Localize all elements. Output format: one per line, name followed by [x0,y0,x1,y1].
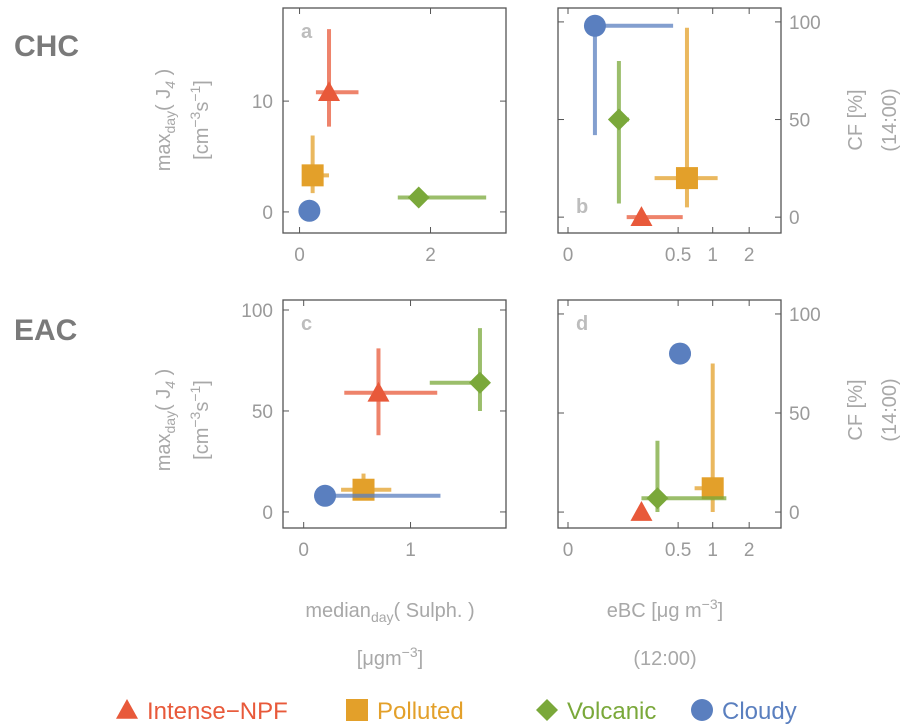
point-intense-npf [318,81,341,102]
panel-d-frame [557,299,782,529]
right-ylabel-bottom: CF [%] (14:00) [845,378,901,441]
xtick-label-d: 0.5 [665,540,691,561]
xtick-label-c: 1 [405,540,416,561]
xtick-label-a: 2 [425,245,436,266]
left-ylabel-top: maxday( J4 ) [cm−3s−1] [153,69,213,172]
svg-text:(14:00): (14:00) [879,378,901,441]
point-cloudy [314,484,337,507]
xtick-label-b: 0.5 [665,245,691,266]
point-intense-npf [367,381,390,402]
svg-text:CF [%]: CF [%] [845,379,867,440]
panel-label-c: c [301,313,312,335]
ytick-label-c: 50 [252,402,273,423]
ytick-label-d: 100 [789,305,821,326]
point-cloudy [583,14,606,37]
xtick-label-d: 1 [707,540,718,561]
legend-marker-polluted [346,699,368,721]
xlabel-left-line2: [μgm−3] [357,644,423,670]
panel-a-frame [282,7,507,234]
row-label-eac: EAC [14,314,77,347]
xtick-label-d: 2 [744,540,755,561]
ytick-label-b: 0 [789,208,800,229]
xlabel-right-line2: (12:00) [633,648,696,670]
left-ylabel-bottom: maxday( J4 ) [cm−3s−1] [153,369,213,472]
point-polluted [675,167,698,190]
ytick-label-b: 100 [789,13,821,34]
ytick-label-c: 100 [241,301,273,322]
point-polluted [701,477,724,500]
point-cloudy [298,199,321,222]
svg-text:maxday( J4 ): maxday( J4 ) [153,369,178,472]
panel-a: a 0 2 0 10 [252,8,506,266]
point-intense-npf [630,501,653,521]
ytick-label-a: 10 [252,92,273,113]
point-volcanic [407,186,430,209]
legend-label-volcanic: Volcanic [567,698,656,725]
point-volcanic [646,487,669,510]
ytick-label-d: 0 [789,503,800,524]
legend-label-polluted: Polluted [377,698,464,725]
xlabel-right-line1: eBC [μg m−3] [607,596,723,622]
svg-text:maxday( J4 ): maxday( J4 ) [153,69,178,172]
right-ylabel-top: CF [%] (14:00) [845,88,901,151]
panel-b-frame [557,7,782,234]
ytick-label-c: 0 [262,503,273,524]
legend: Intense−NPF Polluted Volcanic Cloudy [116,698,797,725]
legend-label-intense-npf: Intense−NPF [147,698,288,725]
panel-b: b 0 0.5 1 2 0 50 100 [558,8,821,266]
xtick-label-b: 1 [707,245,718,266]
svg-text:(14:00): (14:00) [879,88,901,151]
point-volcanic [607,108,630,131]
ytick-label-a: 0 [262,203,273,224]
panel-label-d: d [576,313,588,335]
panel-label-b: b [576,196,588,218]
point-polluted [301,164,324,187]
panel-c-frame [282,299,507,529]
ytick-label-d: 50 [789,404,810,425]
panel-label-a: a [301,21,313,43]
row-label-chc: CHC [14,30,79,63]
point-volcanic [468,371,491,394]
xtick-label-b: 2 [744,245,755,266]
xtick-label-a: 0 [294,245,305,266]
panel-c: c 0 1 0 50 100 [241,300,506,561]
legend-marker-cloudy [691,699,713,721]
xtick-label-b: 0 [563,245,574,266]
svg-text:[cm−3s−1]: [cm−3s−1] [187,380,213,460]
legend-label-cloudy: Cloudy [722,698,797,725]
svg-text:CF [%]: CF [%] [845,89,867,150]
point-intense-npf [630,206,653,226]
legend-marker-intense-npf [116,699,138,719]
xtick-label-d: 0 [563,540,574,561]
xtick-label-c: 0 [298,540,309,561]
ytick-label-b: 50 [789,111,810,132]
legend-marker-volcanic [536,699,558,721]
xlabel-left-line1: medianday( Sulph. ) [305,600,474,625]
svg-text:[cm−3s−1]: [cm−3s−1] [187,80,213,160]
point-cloudy [669,342,692,365]
panel-d: d 0 0.5 1 2 0 50 100 [558,300,821,561]
